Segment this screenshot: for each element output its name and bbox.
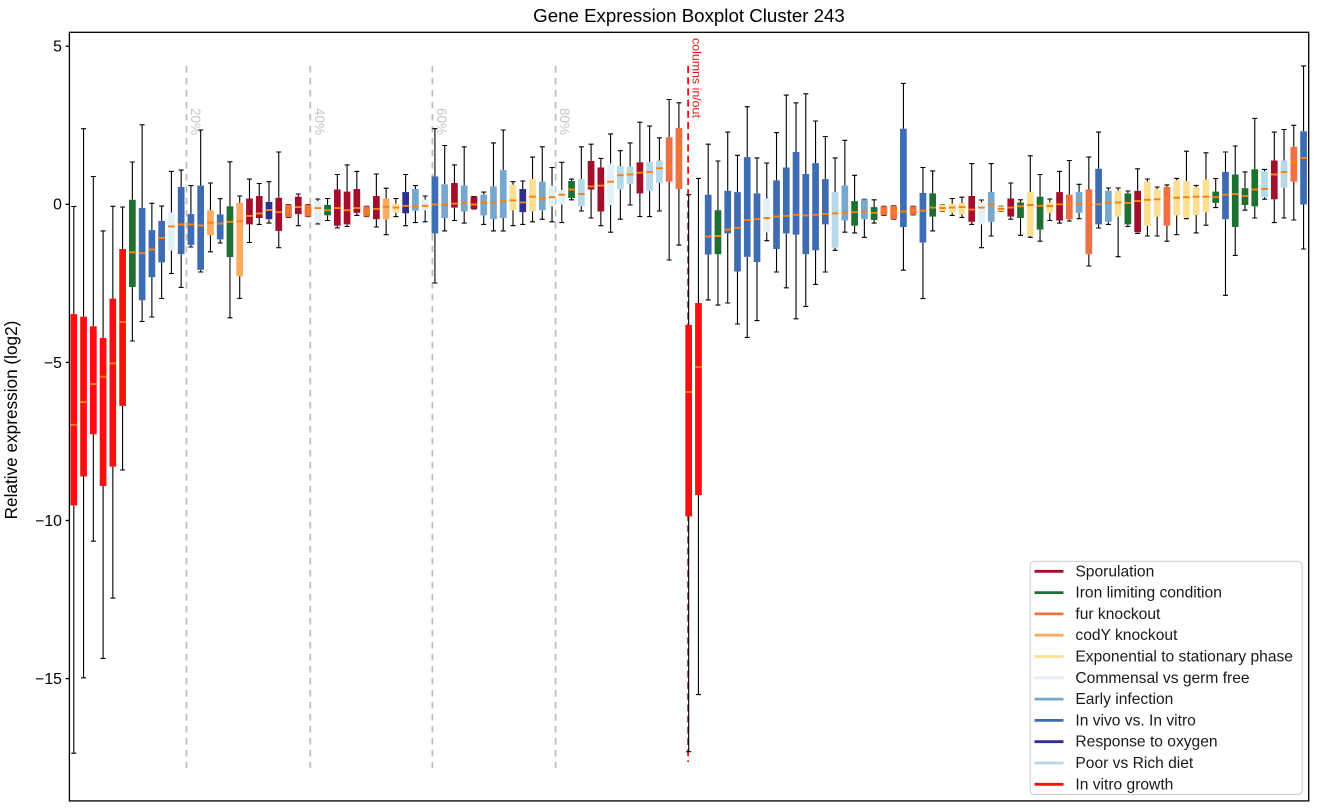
svg-text:Exponential to stationary phas: Exponential to stationary phase <box>1075 649 1293 666</box>
svg-text:Early infection: Early infection <box>1075 691 1173 708</box>
svg-text:Relative expression (log2): Relative expression (log2) <box>1 321 21 520</box>
svg-text:Poor vs Rich diet: Poor vs Rich diet <box>1075 755 1194 772</box>
svg-text:Gene Expression Boxplot Cluste: Gene Expression Boxplot Cluster 243 <box>533 5 845 26</box>
svg-text:Sporulation: Sporulation <box>1075 563 1154 580</box>
svg-text:0: 0 <box>53 197 62 214</box>
svg-text:−15: −15 <box>35 671 62 688</box>
svg-text:In vitro growth: In vitro growth <box>1075 776 1173 793</box>
svg-text:fur knockout: fur knockout <box>1075 606 1161 623</box>
svg-text:Response to oxygen: Response to oxygen <box>1075 734 1217 751</box>
svg-text:80%: 80% <box>557 108 572 135</box>
svg-text:20%: 20% <box>188 108 203 135</box>
svg-text:Commensal vs germ free: Commensal vs germ free <box>1075 670 1249 687</box>
svg-text:5: 5 <box>53 39 62 56</box>
svg-text:codY knockout: codY knockout <box>1075 627 1178 644</box>
svg-text:−5: −5 <box>44 355 62 372</box>
svg-text:In vivo vs. In vitro: In vivo vs. In vitro <box>1075 712 1196 729</box>
svg-text:Iron limiting condition: Iron limiting condition <box>1075 585 1221 602</box>
svg-text:columns in/out: columns in/out <box>690 38 704 118</box>
svg-text:−10: −10 <box>35 513 62 530</box>
svg-text:40%: 40% <box>312 108 327 135</box>
svg-text:60%: 60% <box>434 108 449 135</box>
